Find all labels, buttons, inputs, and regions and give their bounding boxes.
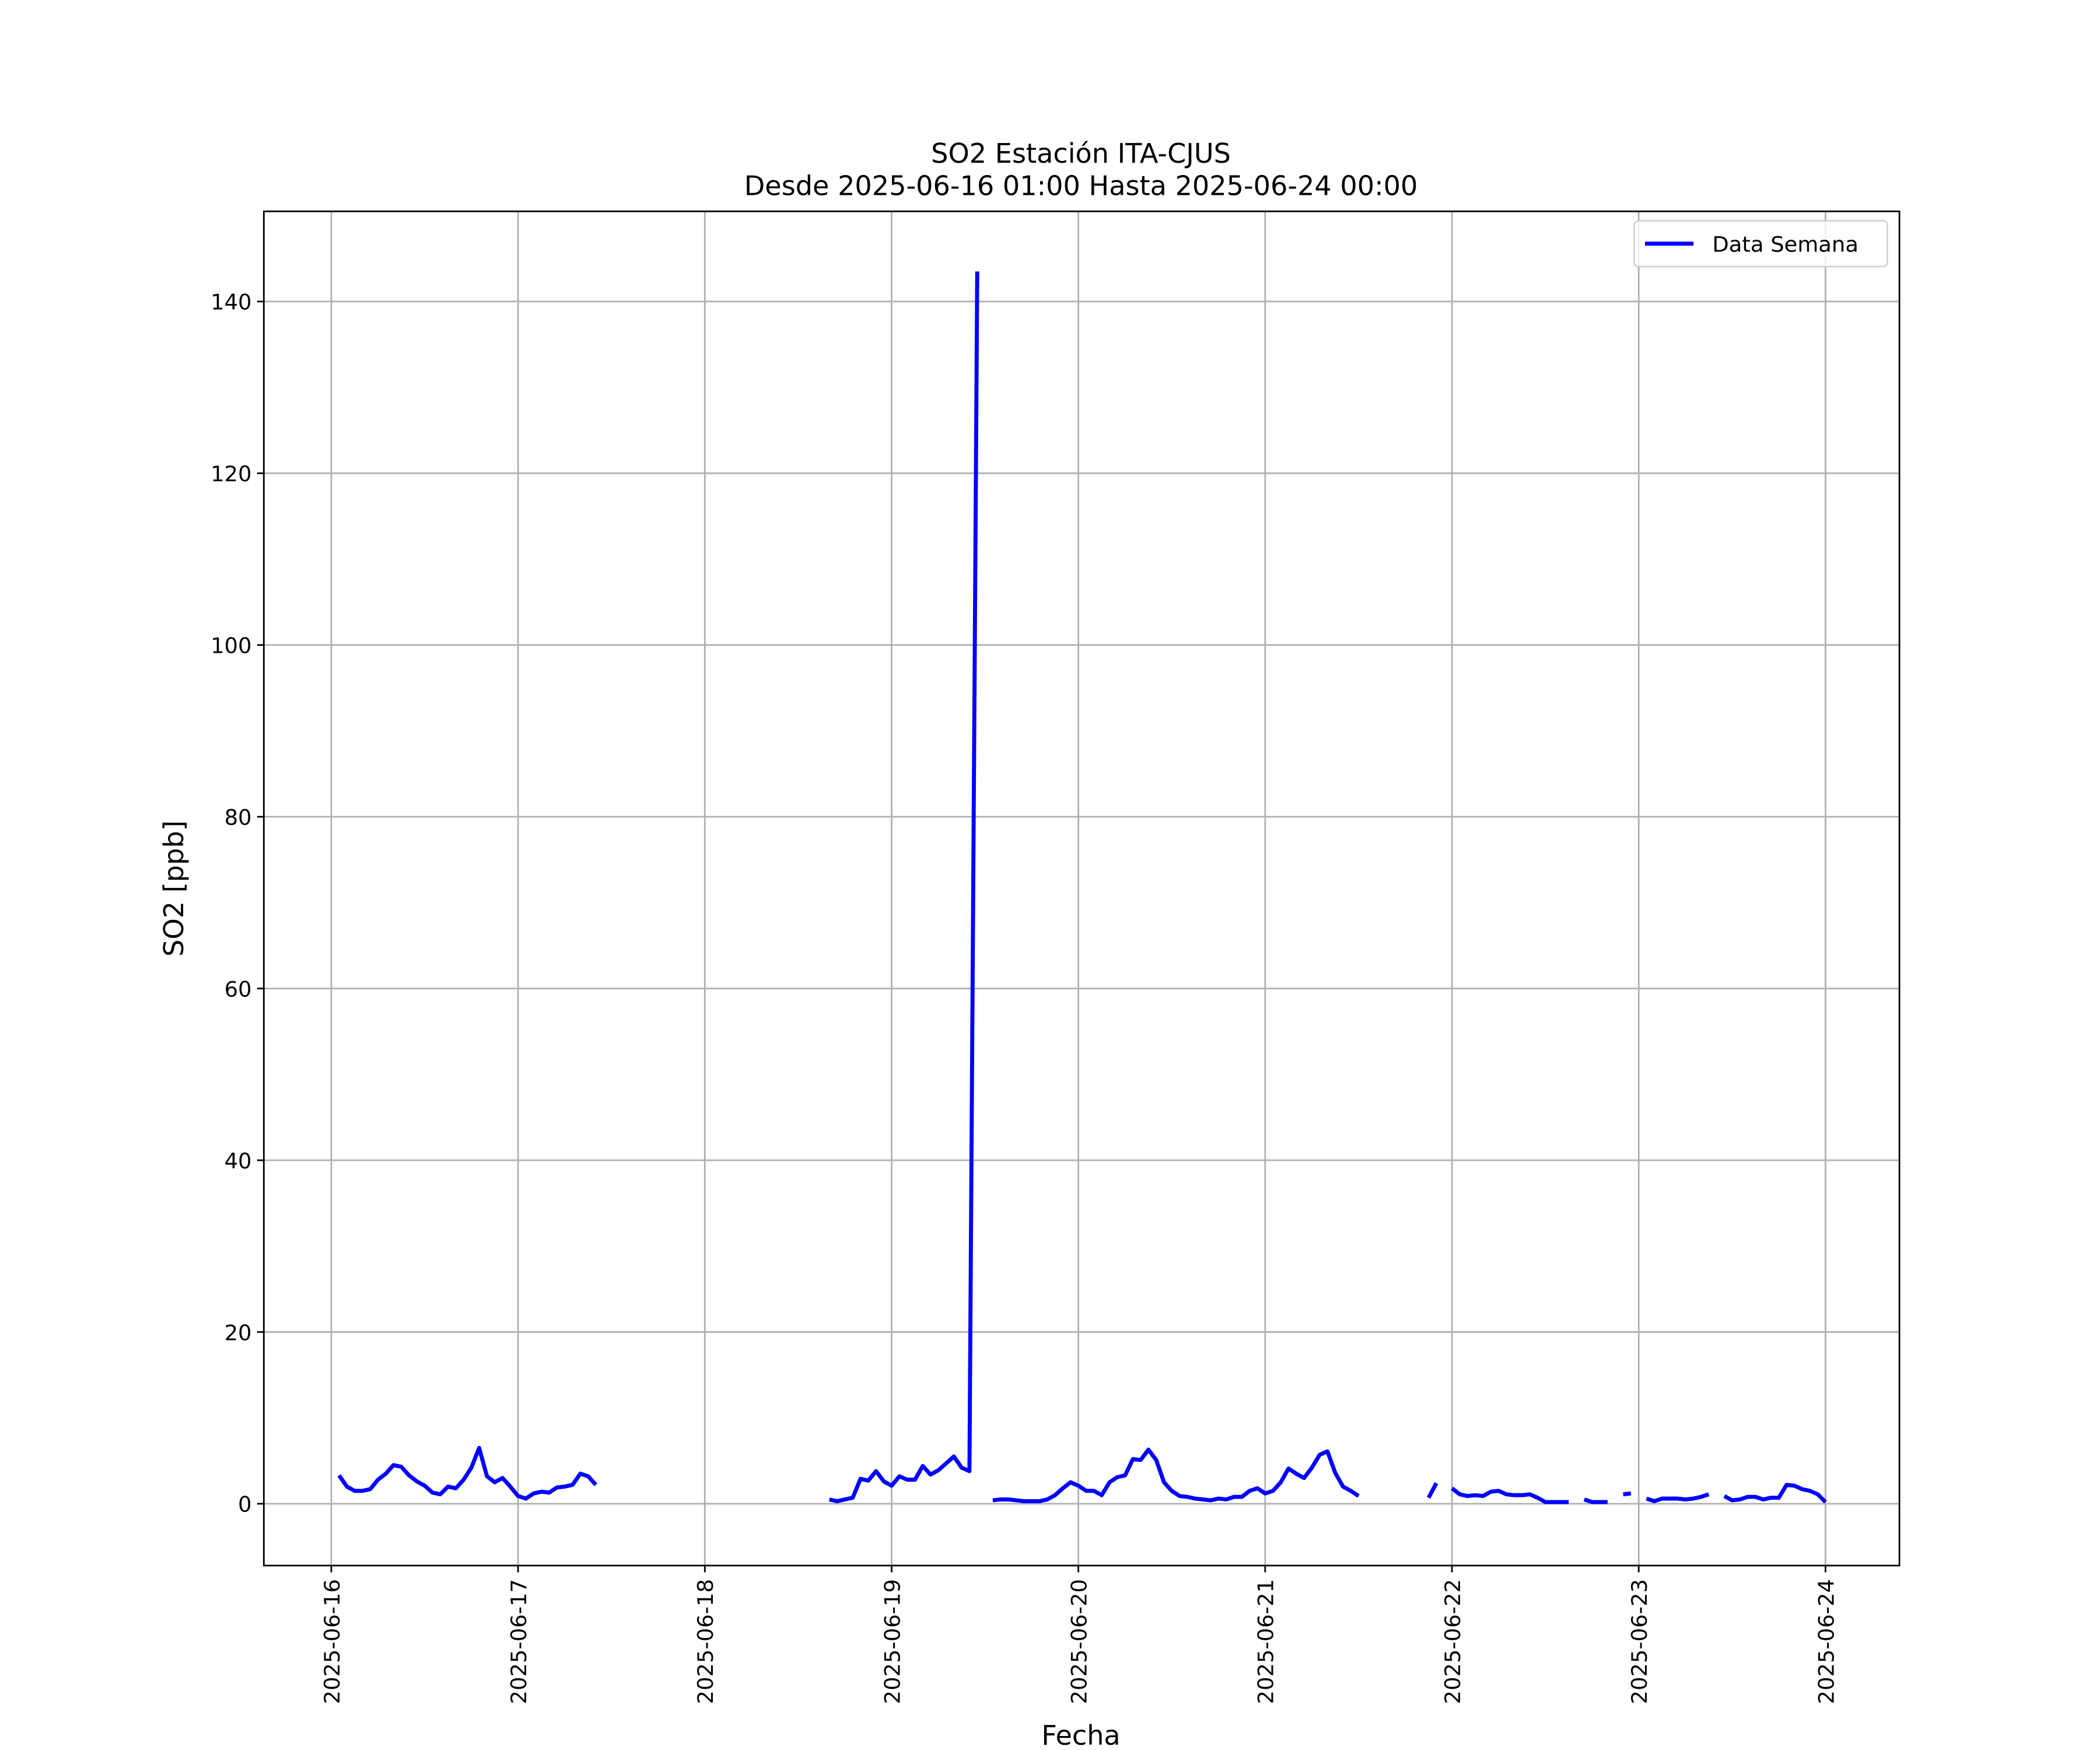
x-tick-label: 2025-06-16	[320, 1579, 345, 1704]
x-axis-label: Fecha	[1041, 1720, 1120, 1750]
data-line	[337, 271, 1827, 1504]
legend-label: Data Semana	[1712, 232, 1859, 257]
axes-frame	[262, 210, 1901, 1567]
grid: 0 20 40 60 80 100 120 140 2025-06-16 2025-06-17 20…	[211, 211, 1900, 1704]
y-axis-label: SO2 [ppb]	[158, 820, 190, 957]
chart-title: SO2 Estación ITA-CJUS	[931, 138, 1231, 169]
x-tick-label: 2025-06-18	[693, 1579, 718, 1704]
y-tick-label: 20	[225, 1320, 252, 1345]
x-tick-label: 2025-06-22	[1440, 1579, 1465, 1704]
x-tick-label: 2025-06-20	[1067, 1579, 1092, 1704]
legend: Data Semana	[1633, 220, 1888, 268]
x-tick-label: 2025-06-24	[1814, 1579, 1839, 1704]
y-tick-label: 60	[225, 977, 252, 1002]
legend-box	[1633, 220, 1888, 268]
y-tick-label: 120	[211, 461, 251, 487]
y-tick-label: 0	[238, 1492, 251, 1517]
x-tick-label: 2025-06-17	[506, 1579, 531, 1704]
x-tick-label: 2025-06-21	[1254, 1579, 1279, 1704]
x-tick-label: 2025-06-23	[1627, 1579, 1652, 1704]
plot-area	[337, 271, 1827, 1504]
y-tick-label: 140	[211, 290, 251, 315]
y-tick-label: 80	[225, 805, 252, 830]
x-tick-label: 2025-06-19	[880, 1579, 905, 1704]
y-tick-label: 100	[211, 634, 251, 659]
y-tick-label: 40	[225, 1149, 252, 1174]
chart-subtitle: Desde 2025-06-16 01:00 Hasta 2025-06-24 …	[744, 170, 1418, 202]
